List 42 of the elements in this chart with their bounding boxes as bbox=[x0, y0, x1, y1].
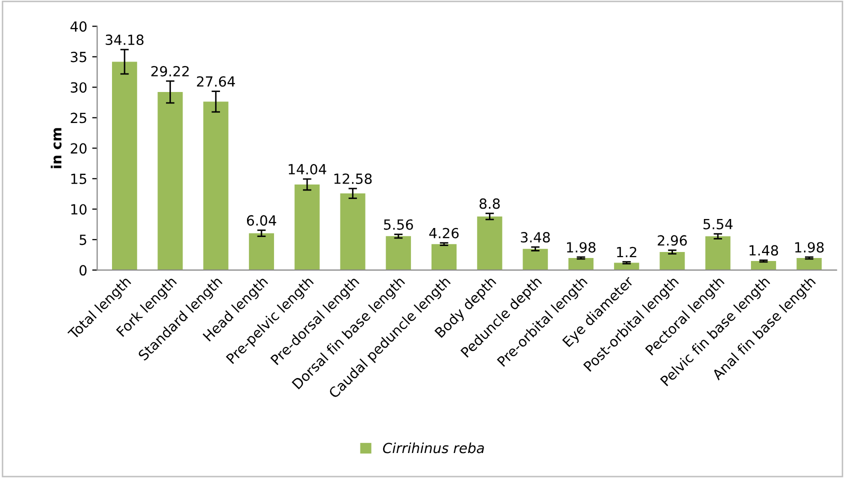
y-tick-label: 0 bbox=[80, 265, 87, 276]
y-tick-label: 25 bbox=[70, 112, 86, 124]
y-tick-label: 5 bbox=[80, 234, 86, 246]
data-label: 14.04 bbox=[288, 164, 326, 174]
data-label: 1.2 bbox=[617, 246, 636, 258]
data-label: 6.04 bbox=[246, 215, 276, 226]
data-label: 5.56 bbox=[384, 219, 413, 230]
bar bbox=[248, 233, 274, 270]
bar bbox=[705, 236, 730, 270]
legend-label: Cirrihinus reba bbox=[383, 442, 484, 454]
bar bbox=[522, 248, 548, 270]
bar bbox=[386, 236, 411, 270]
bar bbox=[340, 193, 366, 270]
data-label: 3.48 bbox=[520, 232, 550, 243]
data-label: 8.8 bbox=[480, 198, 500, 209]
bar bbox=[568, 258, 594, 270]
y-tick-label: 30 bbox=[70, 82, 87, 93]
data-label: 1.98 bbox=[795, 242, 824, 253]
bar bbox=[203, 102, 228, 270]
bar bbox=[158, 92, 183, 270]
y-tick-label: 10 bbox=[71, 204, 87, 215]
bar bbox=[431, 244, 457, 270]
data-label: 1.98 bbox=[567, 242, 596, 253]
bar bbox=[112, 62, 138, 270]
y-tick-label: 20 bbox=[70, 143, 87, 154]
data-label: 1.48 bbox=[750, 245, 778, 256]
data-label: 5.54 bbox=[703, 219, 733, 230]
bar bbox=[660, 252, 685, 270]
bar bbox=[294, 184, 320, 270]
bar bbox=[477, 216, 502, 270]
data-label: 12.58 bbox=[334, 174, 372, 184]
y-tick-label: 15 bbox=[71, 174, 86, 184]
y-axis-title: in cm bbox=[50, 128, 62, 168]
y-tick-label: 40 bbox=[70, 21, 87, 32]
bar bbox=[796, 258, 822, 270]
data-label: 2.96 bbox=[658, 235, 687, 246]
y-tick-label: 35 bbox=[70, 52, 86, 62]
bar bbox=[750, 261, 776, 270]
data-label: 27.64 bbox=[196, 76, 235, 87]
data-label: 29.22 bbox=[151, 66, 189, 76]
data-label: 34.18 bbox=[106, 34, 144, 46]
data-label: 4.26 bbox=[429, 228, 459, 238]
